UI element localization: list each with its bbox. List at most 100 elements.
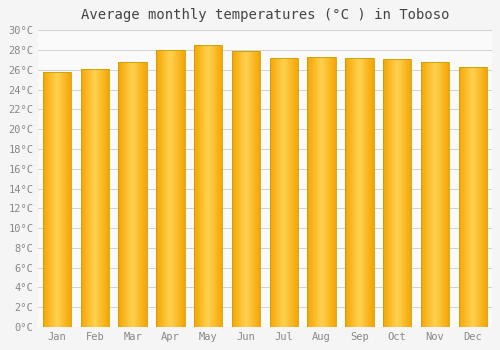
Bar (156, 50, 184, 327)
Bar (213, 45, 214, 327)
Bar (325, 57, 326, 327)
Bar (248, 51, 249, 327)
Bar (291, 58, 292, 327)
Bar (161, 50, 162, 327)
Bar (183, 50, 184, 327)
Bar (365, 58, 366, 327)
Bar (400, 59, 402, 327)
Bar (394, 59, 395, 327)
Bar (484, 67, 485, 327)
Bar (64, 72, 65, 327)
Bar (194, 45, 222, 327)
Bar (463, 67, 464, 327)
Bar (94, 69, 95, 327)
Bar (279, 58, 280, 327)
Bar (360, 58, 361, 327)
Bar (372, 58, 373, 327)
Bar (395, 59, 396, 327)
Bar (350, 58, 351, 327)
Bar (393, 59, 394, 327)
Bar (363, 58, 364, 327)
Bar (169, 50, 170, 327)
Bar (48, 72, 50, 327)
Bar (426, 62, 427, 327)
Bar (90, 69, 92, 327)
Bar (316, 57, 318, 327)
Bar (89, 69, 90, 327)
Bar (438, 62, 439, 327)
Bar (43, 72, 44, 327)
Bar (85, 69, 86, 327)
Bar (68, 72, 69, 327)
Bar (368, 58, 370, 327)
Bar (201, 45, 202, 327)
Bar (464, 67, 465, 327)
Bar (209, 45, 210, 327)
Bar (330, 57, 331, 327)
Bar (136, 62, 137, 327)
Bar (141, 62, 142, 327)
Bar (212, 45, 213, 327)
Bar (383, 59, 384, 327)
Bar (82, 69, 83, 327)
Bar (437, 62, 438, 327)
Bar (409, 59, 410, 327)
Bar (440, 62, 442, 327)
Bar (290, 58, 291, 327)
Bar (259, 51, 260, 327)
Bar (346, 58, 348, 327)
Bar (383, 59, 412, 327)
Bar (362, 58, 363, 327)
Bar (421, 62, 449, 327)
Bar (272, 58, 273, 327)
Bar (468, 67, 469, 327)
Bar (448, 62, 449, 327)
Bar (128, 62, 129, 327)
Bar (282, 58, 283, 327)
Bar (355, 58, 356, 327)
Bar (219, 45, 220, 327)
Bar (294, 58, 295, 327)
Bar (447, 62, 448, 327)
Bar (105, 69, 106, 327)
Bar (96, 69, 97, 327)
Bar (206, 45, 207, 327)
Bar (324, 57, 325, 327)
Bar (386, 59, 388, 327)
Bar (308, 57, 309, 327)
Bar (166, 50, 167, 327)
Bar (408, 59, 409, 327)
Bar (108, 69, 109, 327)
Bar (127, 62, 128, 327)
Bar (475, 67, 476, 327)
Bar (118, 62, 119, 327)
Bar (210, 45, 211, 327)
Bar (179, 50, 180, 327)
Bar (314, 57, 315, 327)
Bar (310, 57, 311, 327)
Bar (62, 72, 63, 327)
Bar (160, 50, 161, 327)
Bar (146, 62, 147, 327)
Bar (139, 62, 140, 327)
Bar (472, 67, 473, 327)
Bar (134, 62, 135, 327)
Bar (135, 62, 136, 327)
Bar (486, 67, 487, 327)
Bar (200, 45, 201, 327)
Bar (88, 69, 89, 327)
Bar (356, 58, 358, 327)
Bar (220, 45, 221, 327)
Bar (100, 69, 102, 327)
Bar (240, 51, 241, 327)
Bar (469, 67, 470, 327)
Bar (57, 72, 58, 327)
Bar (354, 58, 355, 327)
Bar (97, 69, 98, 327)
Bar (319, 57, 320, 327)
Bar (407, 59, 408, 327)
Bar (243, 51, 244, 327)
Bar (430, 62, 432, 327)
Bar (252, 51, 253, 327)
Bar (156, 50, 157, 327)
